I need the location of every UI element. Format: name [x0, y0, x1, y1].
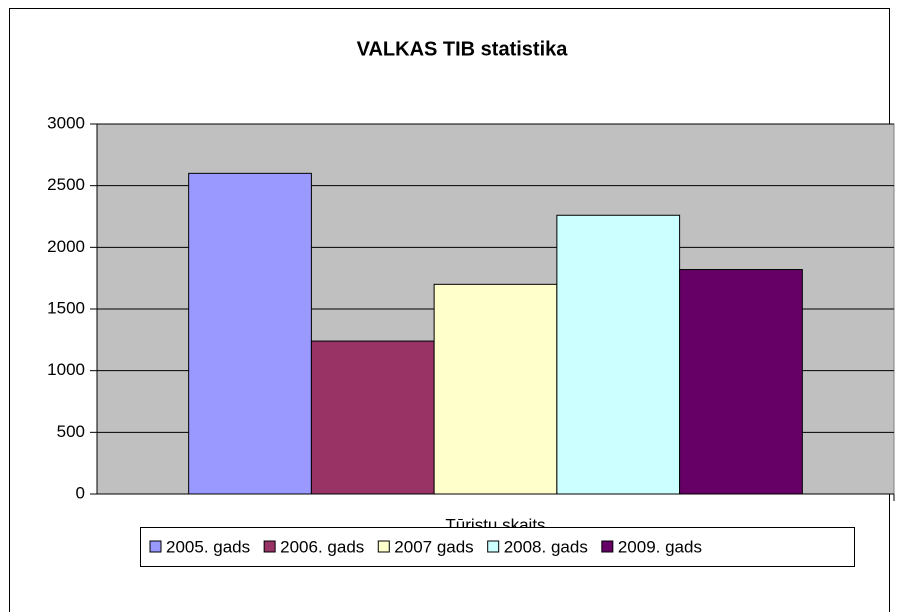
bar — [679, 269, 803, 495]
legend-label: 2009. gads — [618, 537, 702, 556]
y-tick-label: 500 — [57, 422, 85, 441]
legend-swatch — [487, 540, 500, 553]
legend-label: 2006. gads — [280, 537, 364, 556]
bar — [556, 214, 681, 495]
bar — [310, 340, 435, 495]
y-tick-label: 3000 — [47, 113, 85, 132]
bar — [433, 283, 558, 495]
legend-swatch — [149, 540, 162, 553]
y-tick-label: 1000 — [47, 360, 85, 379]
legend-swatch — [377, 540, 390, 553]
legend-label: 2005. gads — [166, 537, 250, 556]
legend-swatch — [263, 540, 276, 553]
bar — [188, 172, 312, 495]
chart-title: VALKAS TIB statistika — [357, 38, 569, 60]
legend-label: 2008. gads — [504, 537, 588, 556]
legend-swatch — [601, 540, 614, 553]
y-tick-label: 1500 — [47, 298, 85, 317]
legend-label: 2007 gads — [394, 537, 473, 556]
y-tick-label: 0 — [76, 483, 85, 502]
y-tick-label: 2000 — [47, 237, 85, 256]
y-tick-label: 2500 — [47, 175, 85, 194]
